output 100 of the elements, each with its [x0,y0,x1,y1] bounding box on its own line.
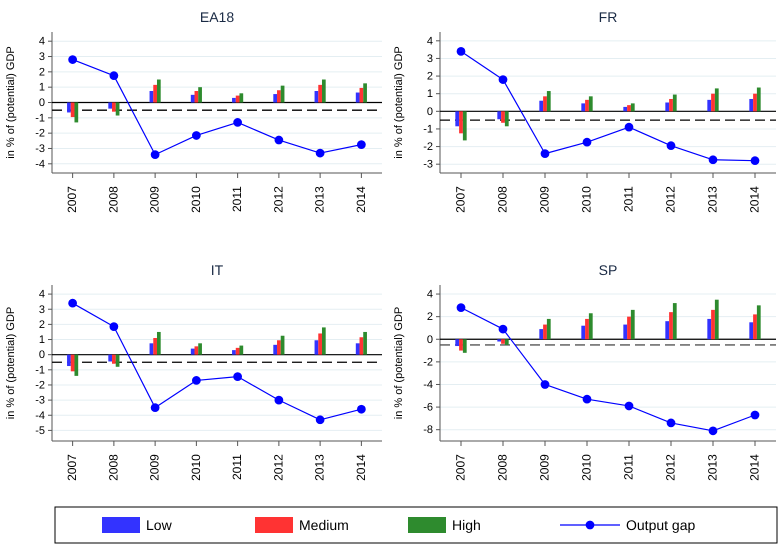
bar [672,303,677,340]
bar [627,316,631,340]
y-tick-label: 2 [38,66,45,78]
x-tick-label: 2010 [188,186,203,213]
bar [156,332,161,355]
bar [363,83,367,102]
bar [546,318,551,340]
bar [459,339,463,351]
bar [749,322,754,340]
y-tick-label: -3 [423,158,433,171]
bar [356,92,360,102]
bar [232,350,236,355]
y-tick-label: -4 [35,158,45,170]
bar [711,94,715,112]
x-tick-label: 2009 [148,454,162,481]
bar [280,336,284,355]
point [624,402,634,410]
bar [585,100,589,112]
bar [356,343,360,355]
point [540,380,550,389]
point [274,396,284,404]
bar [669,312,673,340]
chart-title: FR [598,9,618,25]
bar [539,329,544,340]
point [68,298,77,308]
bar [462,111,467,140]
x-tick-label: 2007 [454,454,468,481]
point [456,47,466,56]
y-tick-label: -2 [423,141,433,154]
x-tick-label: 2007 [65,186,80,213]
x-tick-label: 2014 [354,186,368,213]
bar [322,80,326,102]
x-tick-label: 2014 [748,454,762,481]
bar [543,96,547,112]
y-tick-label: 4 [38,36,45,48]
bar [273,94,278,102]
bar [504,339,509,345]
bar [585,318,589,340]
x-tick-label: 2013 [706,454,720,481]
point [456,303,466,312]
bar [363,332,367,355]
x-tick-label: 2013 [312,454,327,481]
y-tick-label: -4 [423,379,433,391]
x-tick-label: 2014 [748,186,762,213]
y-tick-label: 3 [426,52,433,65]
x-tick-label: 2008 [496,186,510,213]
x-tick-label: 2008 [106,454,120,481]
bar [314,340,318,355]
y-axis-title: in % of (potential) GDP [5,306,17,420]
bar [198,87,202,102]
point [316,415,324,424]
bar [623,324,628,340]
bar [669,98,673,112]
point [582,394,592,404]
y-axis-title: in % of (potential) GDP [5,46,17,159]
point [750,156,760,166]
point [316,148,324,158]
legend-label: Low [146,517,173,533]
bar [714,88,719,112]
bar [198,343,202,355]
y-tick-label: -3 [35,394,45,407]
bar [672,94,677,112]
y-tick-label: 1 [38,334,45,346]
bar [539,100,544,112]
bar [190,94,195,102]
bar [318,333,322,355]
bar [232,98,236,102]
bar [153,338,157,355]
bar [277,340,281,355]
bar [277,90,281,102]
x-tick-label: 2012 [664,454,678,481]
y-tick-label: -3 [35,143,45,155]
x-tick-label: 2011 [230,454,244,480]
y-tick-label: -5 [35,424,45,437]
bar [153,84,157,102]
y-tick-label: 3 [38,51,45,64]
y-tick-label: -1 [423,123,433,136]
y-tick-label: -6 [423,402,433,414]
y-tick-label: 1 [426,88,433,100]
bar [455,111,460,126]
y-tick-label: 0 [38,349,45,362]
y-tick-label: 0 [426,106,433,118]
chart-title: EA18 [200,9,234,25]
bar [236,348,240,355]
bar [239,346,244,355]
bar [360,88,364,102]
bar [711,310,715,340]
y-tick-label: -1 [35,112,45,124]
bar [581,326,586,340]
bar [756,88,761,112]
bar [112,102,116,112]
bar [116,354,120,367]
y-tick-label: -1 [35,364,45,376]
bar [150,91,154,102]
x-tick-label: 2012 [271,454,286,481]
bar [714,300,719,340]
x-tick-label: 2009 [538,454,552,481]
bar [318,84,322,102]
bar [756,305,761,340]
x-tick-label: 2010 [188,454,203,481]
